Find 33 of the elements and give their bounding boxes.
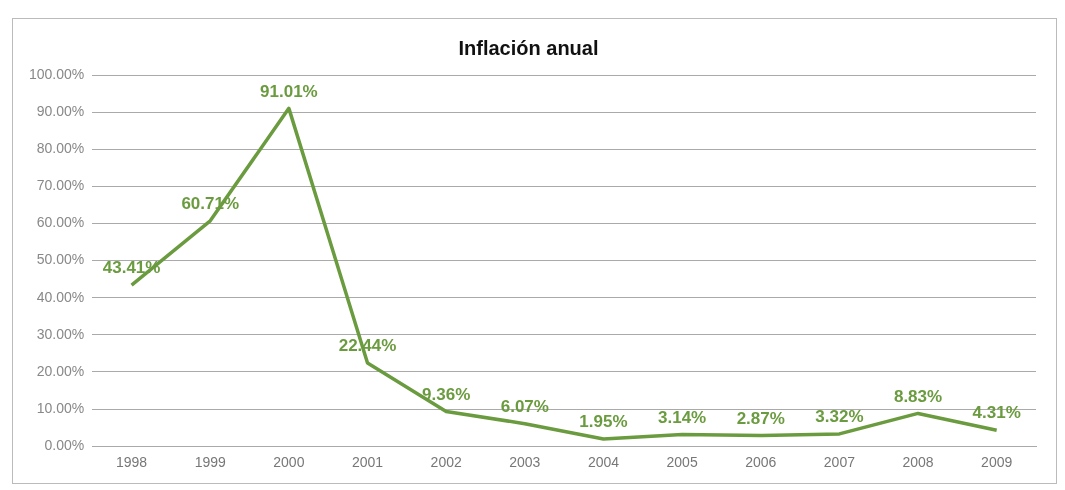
x-tick-label: 2000 (273, 454, 305, 471)
x-tick-label: 2008 (902, 454, 934, 471)
y-tick-label: 40.00% (36, 288, 85, 305)
data-label: 3.32% (815, 407, 864, 427)
data-label: 6.07% (500, 396, 549, 416)
y-tick-label: 70.00% (36, 177, 85, 194)
data-label: 9.36% (422, 384, 471, 404)
x-tick-label: 2006 (745, 454, 777, 471)
y-tick-label: 30.00% (36, 325, 85, 342)
chart-title: Inflación anual (458, 36, 599, 59)
y-tick-label: 100.00% (28, 65, 85, 82)
x-tick-label: 1999 (194, 454, 227, 471)
y-tick-label: 60.00% (36, 214, 85, 231)
data-label: 3.14% (658, 407, 707, 427)
data-label: 4.31% (972, 403, 1021, 423)
data-label: 2.87% (736, 408, 785, 428)
data-label: 1.95% (579, 412, 628, 432)
y-tick-label: 0.00% (44, 437, 85, 454)
x-tick-label: 2001 (351, 454, 384, 471)
x-tick-label: 2002 (430, 454, 462, 471)
x-tick-label: 2007 (823, 454, 856, 471)
y-tick-label: 50.00% (36, 251, 85, 268)
y-tick-label: 10.00% (36, 399, 85, 416)
x-tick-label: 2004 (587, 454, 620, 471)
x-tick-label: 2009 (981, 454, 1013, 471)
data-label: 8.83% (893, 386, 943, 406)
y-tick-label: 90.00% (36, 102, 85, 119)
x-tick-label: 2003 (509, 454, 541, 471)
x-tick-label: 2005 (666, 454, 698, 471)
y-tick-label: 20.00% (36, 362, 85, 379)
x-tick-label: 1998 (116, 454, 148, 471)
data-label: 91.01% (260, 81, 318, 101)
y-tick-label: 80.00% (36, 140, 85, 157)
